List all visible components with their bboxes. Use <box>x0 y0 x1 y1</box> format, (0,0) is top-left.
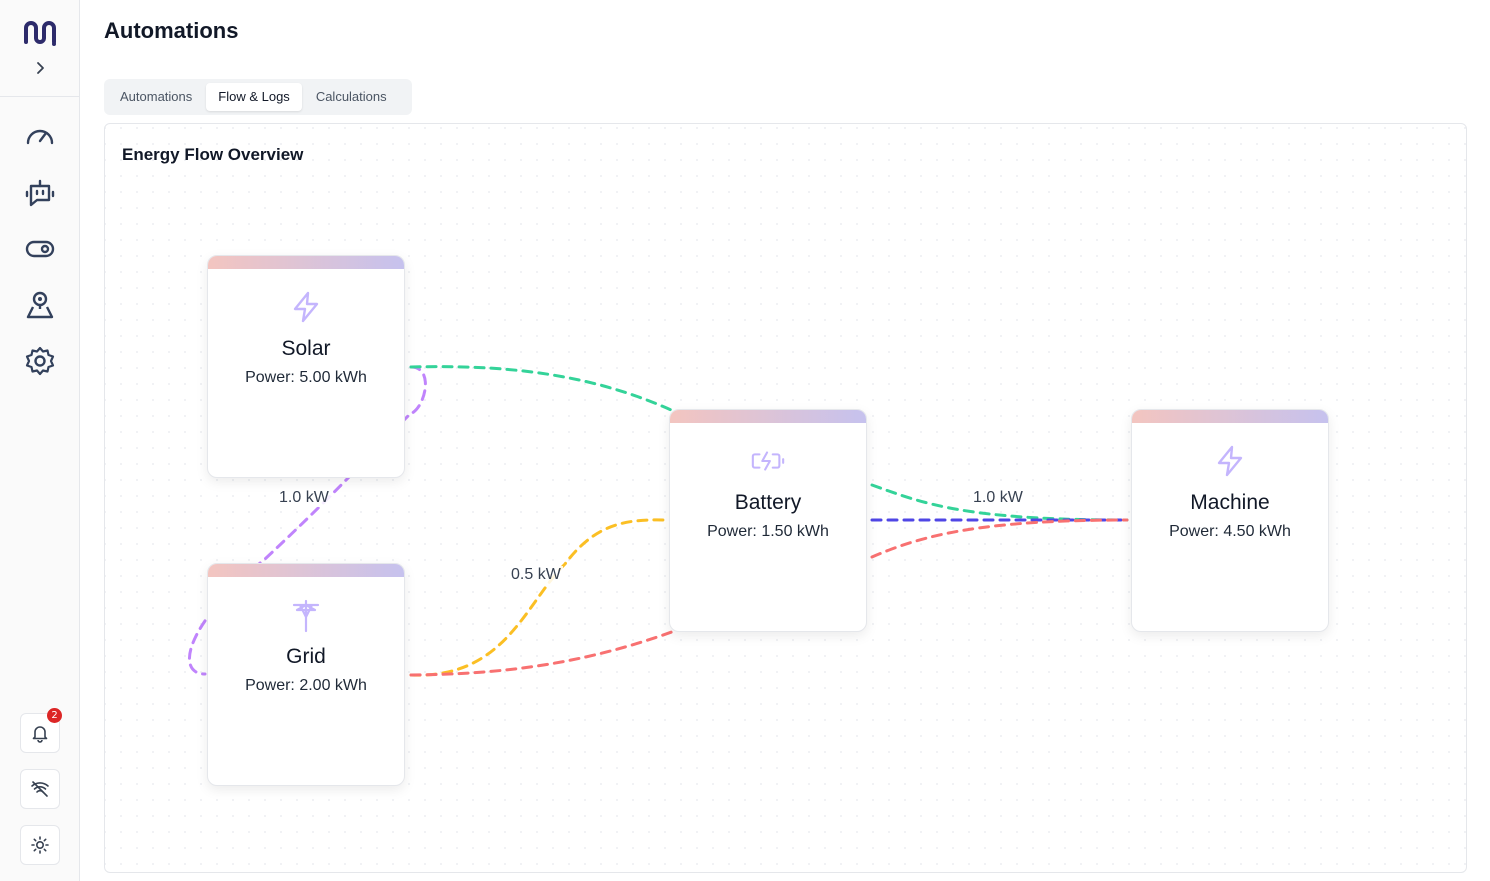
lightning-icon <box>288 289 324 325</box>
nav-locations[interactable] <box>20 285 60 325</box>
notifications-button[interactable]: 2 <box>20 708 62 753</box>
node-header-bar <box>208 564 404 577</box>
connection-status-button[interactable] <box>20 769 60 809</box>
chevron-right-icon <box>37 62 44 74</box>
edge-label-solar-grid: 1.0 kW <box>277 489 331 507</box>
node-name: Grid <box>286 645 326 668</box>
node-header-bar <box>1132 410 1328 423</box>
gauge-icon <box>26 129 54 145</box>
notification-count-badge: 2 <box>47 708 62 723</box>
node-power: Power: 1.50 kWh <box>707 523 829 540</box>
energy-flow-card: Energy Flow Overview 1.0 kW 0.5 kW 1.0 k… <box>104 123 1467 873</box>
node-header-bar <box>208 256 404 269</box>
map-pin-user-icon <box>26 291 54 319</box>
nav-settings[interactable] <box>20 341 60 381</box>
page-title: Automations <box>104 18 239 43</box>
gear-icon <box>25 346 55 376</box>
sidebar-divider <box>0 96 80 97</box>
tab-calculations[interactable]: Calculations <box>315 89 387 104</box>
edge-battery-machine-red <box>870 518 1129 559</box>
brand-logo-icon[interactable] <box>22 18 58 48</box>
tab-automations[interactable]: Automations <box>120 89 193 104</box>
card-title: Energy Flow Overview <box>122 145 304 164</box>
sidebar: 2 <box>0 0 80 881</box>
node-name: Solar <box>281 337 331 360</box>
edge-grid-battery-yellow <box>409 518 667 677</box>
node-solar[interactable]: Solar Power: 5.00 kWh <box>207 255 405 478</box>
edge-solar-battery <box>409 365 682 416</box>
nav-dashboard[interactable] <box>20 117 60 157</box>
expand-sidebar-button[interactable] <box>28 56 52 80</box>
node-header-bar <box>670 410 866 423</box>
robot-icon <box>25 179 55 207</box>
theme-toggle-button[interactable] <box>20 825 60 865</box>
node-power: Power: 2.00 kWh <box>245 677 367 694</box>
node-machine[interactable]: Machine Power: 4.50 kWh <box>1131 409 1329 632</box>
node-power: Power: 5.00 kWh <box>245 369 367 386</box>
node-battery[interactable]: Battery Power: 1.50 kWh <box>669 409 867 632</box>
edge-battery-machine-green <box>870 483 1129 522</box>
edge-label-battery-machine: 1.0 kW <box>971 489 1025 507</box>
edge-grid-battery-red <box>409 627 682 677</box>
battery-charging-icon <box>750 443 786 479</box>
power-tower-icon <box>288 597 324 633</box>
wifi-off-icon <box>31 781 49 797</box>
tab-flow-logs[interactable]: Flow & Logs <box>206 83 302 111</box>
node-grid[interactable]: Grid Power: 2.00 kWh <box>207 563 405 786</box>
lightning-icon <box>1212 443 1248 479</box>
node-name: Machine <box>1190 491 1270 514</box>
edge-label-grid-battery: 0.5 kW <box>509 566 563 584</box>
node-name: Battery <box>734 491 802 514</box>
bell-icon <box>32 726 48 743</box>
edge-solar-grid <box>188 365 427 676</box>
tab-bar: Automations Flow & Logs Calculations <box>104 79 412 115</box>
toggle-icon <box>25 240 55 258</box>
sun-icon <box>31 836 49 854</box>
node-power: Power: 4.50 kWh <box>1169 523 1291 540</box>
nav-automations[interactable] <box>20 173 60 213</box>
nav-devices[interactable] <box>20 229 60 269</box>
